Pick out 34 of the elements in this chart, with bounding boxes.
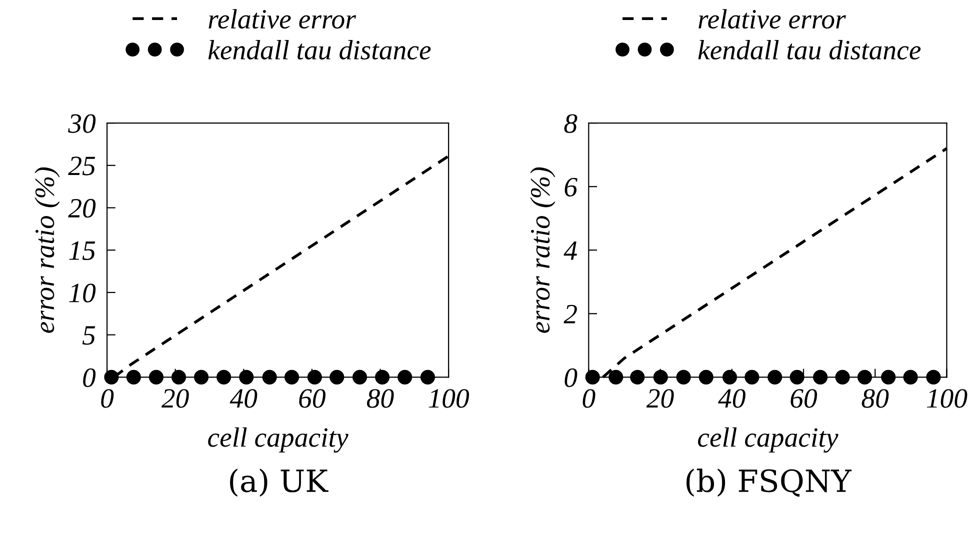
- y-axis-title: error ratio (%): [530, 167, 556, 333]
- legend-label: kendall tau distance: [208, 40, 431, 60]
- x-tick-label: 40: [718, 389, 746, 408]
- legend-label: relative error: [208, 9, 356, 29]
- y-tick-label: 5: [82, 326, 96, 345]
- x-tick-label: 80: [862, 389, 889, 408]
- y-tick-label: 6: [564, 178, 578, 196]
- x-tick-label: 0: [582, 389, 596, 408]
- x-tick-label: 60: [790, 389, 818, 408]
- y-tick-label: 10: [69, 284, 96, 302]
- x-axis-title: cell capacity: [698, 427, 838, 453]
- legend-label: relative error: [698, 9, 846, 29]
- x-tick-label: 20: [161, 389, 189, 408]
- x-tick-label: 20: [646, 389, 674, 408]
- y-axis-title: error ratio (%): [34, 167, 60, 333]
- x-tick-label: 40: [230, 389, 258, 408]
- x-tick-label: 0: [101, 389, 114, 408]
- y-tick-label: 20: [68, 198, 96, 218]
- y-tick-label: 30: [68, 114, 96, 133]
- x-tick-label: 100: [926, 389, 968, 408]
- y-tick-label: 25: [68, 156, 96, 176]
- x-tick-label: 80: [366, 389, 394, 408]
- y-tick-label: 0: [564, 368, 578, 388]
- y-tick-label: 15: [69, 241, 96, 260]
- text: (b) FSQNY: [686, 468, 852, 497]
- x-axis-title: cell capacity: [208, 427, 348, 453]
- y-tick-label: 8: [564, 114, 578, 133]
- text: (a) UK: [230, 468, 328, 497]
- y-tick-label: 4: [564, 241, 577, 260]
- x-tick-label: 100: [428, 389, 470, 408]
- x-tick-label: 60: [299, 389, 326, 408]
- y-tick-label: 0: [83, 368, 96, 388]
- y-tick-label: 2: [564, 304, 577, 324]
- legend-label: kendall tau distance: [698, 40, 921, 60]
